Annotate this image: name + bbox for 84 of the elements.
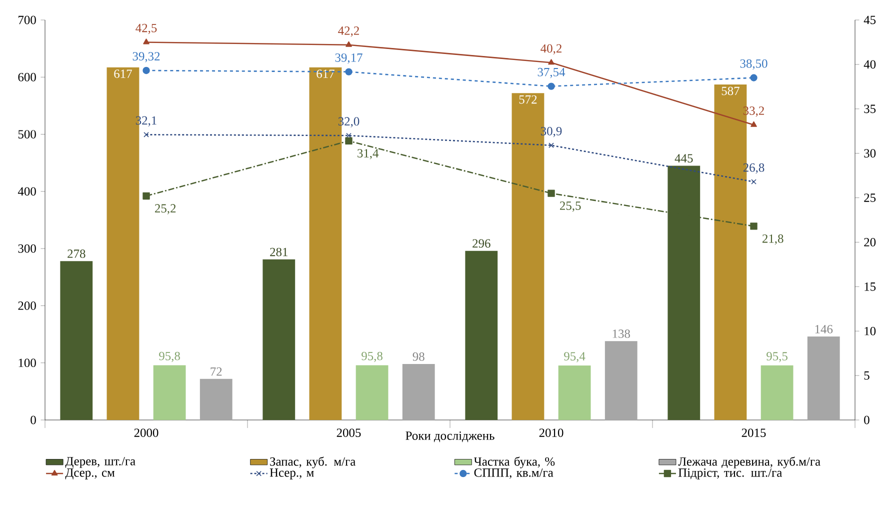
data-label: 42,2: [338, 26, 359, 37]
data-label: 572: [519, 95, 537, 104]
y2-tick-label: 10: [864, 326, 876, 336]
legend-label: Дсер., см: [65, 468, 115, 480]
point: [751, 179, 756, 184]
point: [750, 74, 758, 82]
x-tick-label: 2005: [336, 428, 361, 437]
x-tick-label: 2015: [742, 428, 766, 437]
data-label: 39,32: [132, 52, 160, 62]
point: [750, 222, 758, 230]
data-label: 95,8: [362, 352, 382, 362]
point: [143, 38, 150, 44]
y2-tick-label: 20: [864, 238, 876, 246]
y2-tick-label: 0: [864, 416, 870, 424]
legend-label: Підріст, тис. шт./га: [678, 468, 782, 480]
data-label: 98: [412, 352, 424, 361]
data-label: 95,8: [159, 352, 180, 362]
data-label: 39,17: [335, 53, 362, 64]
data-label: 25,5: [560, 202, 581, 212]
y2-tick-label: 40: [864, 60, 876, 69]
legend-label: Лежача деревина, куб.м/га: [678, 456, 820, 468]
point: [548, 59, 554, 65]
bar: [60, 261, 93, 420]
point: [548, 190, 555, 197]
data-label: 72: [210, 367, 222, 376]
data-label: 40,2: [540, 44, 562, 54]
legend-label: Запас, куб. м/га: [270, 456, 356, 468]
y2-tick-label: 45: [864, 16, 876, 24]
point: [345, 68, 352, 76]
point: [345, 137, 352, 144]
point: [144, 132, 149, 138]
point: [750, 121, 757, 127]
y2-tick-label: 15: [864, 282, 876, 291]
x-tick-label: 2010: [539, 428, 564, 437]
y2-tick-label: 5: [864, 371, 870, 380]
data-label: 21,8: [762, 234, 784, 245]
data-label: 445: [674, 154, 693, 163]
bar: [604, 341, 638, 420]
data-label: 31,4: [358, 149, 379, 160]
data-label: 37,54: [538, 68, 566, 78]
point: [548, 142, 554, 148]
bar: [807, 336, 840, 420]
point: [142, 66, 150, 74]
legend-label: СППП, кв.м/га: [474, 468, 554, 479]
y-tick-label: 700: [18, 16, 36, 24]
data-label: 146: [815, 324, 833, 334]
y-tick-label: 0: [30, 416, 36, 424]
x-tick-label: 2000: [134, 428, 158, 437]
legend-label: Дерев, шт./га: [65, 457, 136, 468]
bar: [760, 365, 794, 420]
data-label: 617: [114, 70, 132, 78]
data-label: 42,5: [136, 24, 157, 34]
data-label: 38,50: [740, 59, 768, 70]
data-label: 95,4: [564, 352, 586, 362]
point: [142, 192, 150, 200]
bar: [356, 365, 388, 420]
y-tick-label: 600: [18, 72, 36, 82]
bar: [558, 365, 591, 420]
bar: [402, 364, 435, 420]
y-tick-label: 400: [18, 187, 36, 196]
y2-tick-label: 35: [864, 104, 876, 114]
data-label: 281: [270, 248, 288, 256]
y2-tick-label: 25: [864, 194, 876, 202]
data-label: 95,5: [766, 352, 788, 362]
data-label: 296: [472, 239, 490, 248]
data-label: 587: [722, 86, 740, 96]
bar: [465, 250, 498, 420]
y-tick-label: 300: [18, 244, 36, 253]
x-axis-title: Роки досліджень: [406, 431, 494, 442]
bar: [153, 365, 186, 420]
legend-label: Нсер., м: [270, 468, 314, 480]
data-label: 278: [68, 250, 86, 258]
y2-tick-label: 30: [864, 149, 876, 158]
data-label: 617: [316, 70, 334, 78]
point: [548, 82, 555, 90]
data-label: 138: [612, 330, 630, 338]
legend-label: Частка бука, %: [474, 456, 555, 468]
bar: [200, 378, 232, 420]
data-label: 25,2: [155, 204, 176, 214]
y-tick-label: 100: [18, 358, 36, 368]
point: [346, 41, 352, 47]
y-tick-label: 500: [18, 130, 36, 138]
bar: [262, 259, 296, 420]
y-tick-label: 200: [18, 302, 36, 310]
